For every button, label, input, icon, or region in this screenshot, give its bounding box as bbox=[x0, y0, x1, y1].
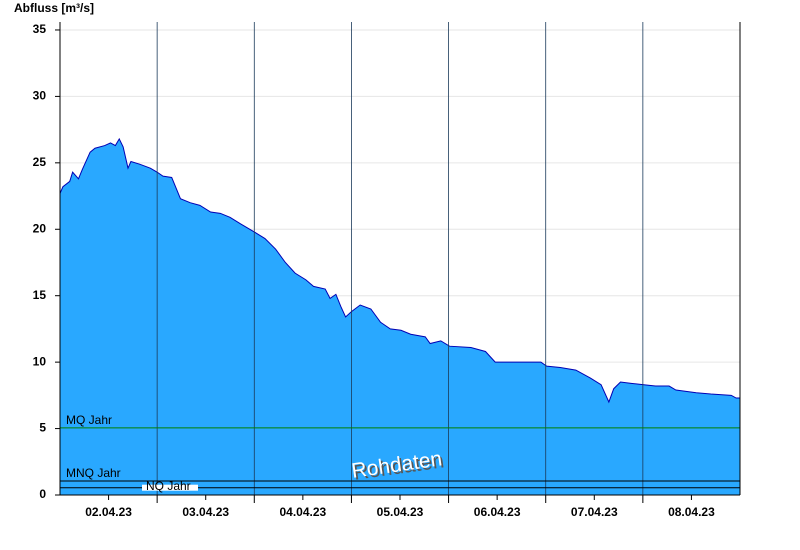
x-tick-label: 07.04.23 bbox=[571, 505, 618, 519]
y-axis-title: Abfluss [m³/s] bbox=[14, 1, 94, 15]
y-tick-label: 15 bbox=[33, 288, 47, 302]
reference-label: MQ Jahr bbox=[66, 413, 112, 427]
reference-label: NQ Jahr bbox=[146, 479, 191, 493]
x-tick-label: 03.04.23 bbox=[182, 505, 229, 519]
x-tick-label: 05.04.23 bbox=[377, 505, 424, 519]
x-tick-label: 06.04.23 bbox=[474, 505, 521, 519]
y-tick-label: 30 bbox=[33, 89, 47, 103]
y-tick-label: 20 bbox=[33, 221, 47, 235]
x-tick-label: 04.04.23 bbox=[279, 505, 326, 519]
y-tick-label: 25 bbox=[33, 155, 47, 169]
x-tick-label: 08.04.23 bbox=[668, 505, 715, 519]
y-tick-label: 0 bbox=[39, 487, 46, 501]
area bbox=[60, 138, 740, 496]
label-bg bbox=[142, 484, 198, 491]
y-tick-label: 35 bbox=[33, 22, 47, 36]
y-tick-label: 10 bbox=[33, 354, 47, 368]
line bbox=[59, 137, 740, 404]
reference-label: MNQ Jahr bbox=[66, 466, 121, 480]
x-tick-label: 02.04.23 bbox=[85, 505, 132, 519]
y-tick-label: 5 bbox=[39, 421, 46, 435]
